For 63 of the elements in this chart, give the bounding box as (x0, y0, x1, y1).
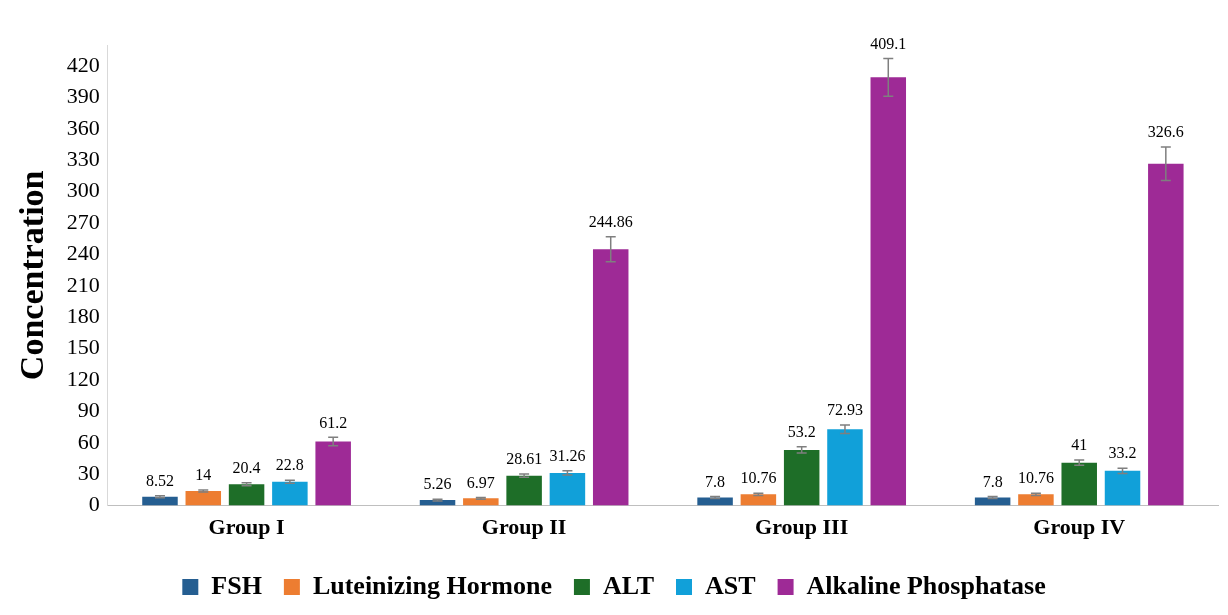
y-tick-label: 420 (66, 51, 100, 77)
data-label: 31.26 (549, 446, 586, 464)
y-tick-label: 300 (66, 177, 100, 203)
bar (870, 77, 907, 506)
y-tick-label: 180 (66, 302, 100, 328)
data-label: 53.2 (787, 422, 816, 440)
bar (506, 475, 542, 506)
bar (740, 494, 777, 506)
y-tick-label: 390 (66, 83, 100, 109)
data-label: 7.8 (982, 472, 1003, 490)
x-tick-label: Group III (755, 514, 849, 540)
bar (463, 498, 499, 506)
legend-label: Luteinizing Hormone (312, 570, 552, 600)
data-label: 14 (195, 466, 212, 484)
bar (1018, 494, 1054, 506)
y-axis-title: Concentration (13, 170, 51, 381)
y-tick-label: 30 (77, 459, 100, 485)
y-tick-label: 270 (66, 208, 100, 234)
bar (827, 429, 863, 506)
bar (592, 249, 629, 506)
bar (228, 484, 265, 506)
bar (1104, 470, 1141, 506)
bar (272, 481, 308, 506)
legend-label: FSH (211, 570, 262, 600)
data-label: 409.1 (870, 34, 907, 52)
data-label: 5.26 (423, 475, 452, 493)
data-label: 20.4 (232, 458, 261, 476)
data-label: 8.52 (145, 471, 174, 489)
y-tick-label: 60 (77, 428, 100, 454)
y-tick-label: 330 (66, 145, 100, 171)
bar (549, 472, 586, 506)
data-label: 22.8 (275, 456, 304, 474)
x-tick-label: Group I (208, 514, 285, 540)
data-label: 33.2 (1108, 444, 1137, 462)
bar (185, 490, 222, 506)
bar (315, 441, 351, 506)
data-label: 10.76 (740, 469, 777, 487)
x-tick-label: Group IV (1033, 514, 1126, 540)
data-label: 41 (1071, 436, 1088, 454)
data-label: 10.76 (1017, 469, 1054, 487)
data-label: 28.61 (506, 450, 543, 468)
y-tick-label: 120 (66, 365, 100, 391)
data-label: 7.8 (705, 472, 726, 490)
bar (697, 497, 733, 506)
legend-label: ALT (602, 570, 655, 600)
y-tick-label: 90 (77, 397, 100, 423)
legend-label: AST (705, 570, 756, 600)
y-tick-label: 360 (66, 114, 100, 140)
y-tick-label: 150 (66, 334, 100, 360)
data-label: 326.6 (1147, 123, 1184, 141)
bar (1061, 462, 1097, 506)
bar (783, 449, 820, 506)
x-tick-label: Group II (481, 514, 567, 540)
y-tick-label: 0 (88, 491, 100, 517)
legend-label: Alkaline Phosphatase (806, 570, 1046, 600)
bar (974, 497, 1011, 506)
y-tick-label: 210 (66, 271, 100, 297)
data-label: 72.93 (826, 401, 863, 419)
data-label: 61.2 (319, 413, 348, 431)
y-tick-label: 240 (66, 240, 100, 266)
data-label: 244.86 (588, 212, 633, 230)
bar (1148, 163, 1184, 506)
data-label: 6.97 (466, 473, 495, 491)
